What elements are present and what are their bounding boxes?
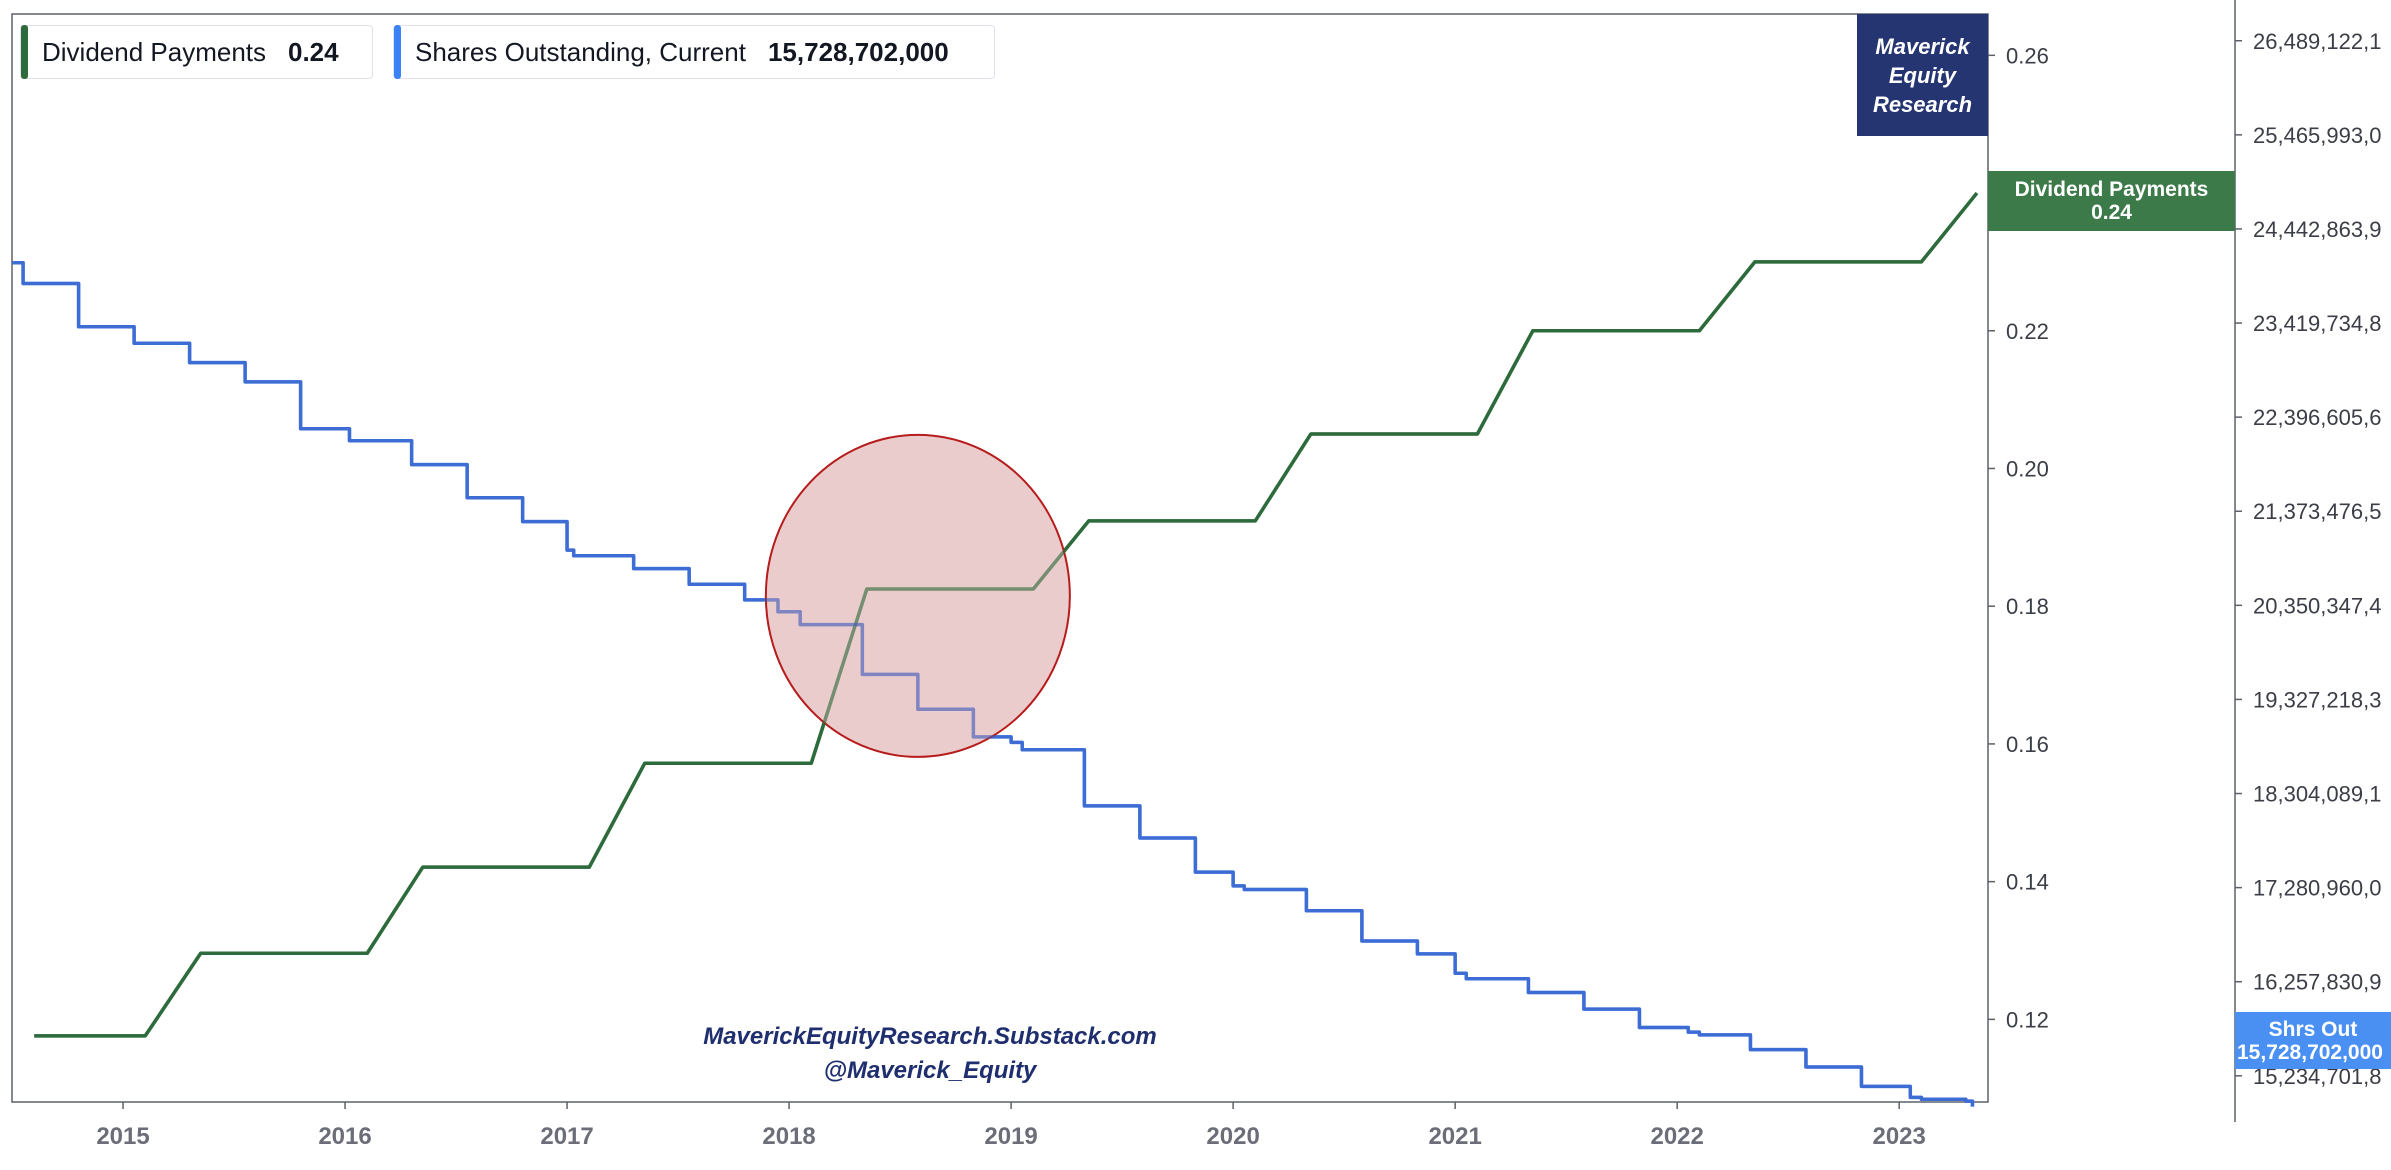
- right-y-axis: 26,489,122,1 25,465,993,0 24,442,863,9 23,4…: [2235, 29, 2381, 1089]
- right-axis-tick-label: 25,465,993,0: [2253, 123, 2381, 148]
- x-axis-tick-label: 2017: [540, 1123, 593, 1150]
- x-axis: 2015 2016 2017 2018 2019 2020 2021 2022 2023: [96, 1102, 1926, 1150]
- x-axis-tick-label: 2023: [1872, 1123, 1925, 1150]
- highlight-circle: [764, 433, 1071, 758]
- tag-label: Dividend Payments: [2014, 178, 2209, 201]
- x-axis-tick-label: 2019: [984, 1123, 1037, 1150]
- x-axis-tick-label: 2020: [1206, 1123, 1259, 1150]
- left-axis-tick-label: 0.26: [2006, 43, 2049, 68]
- brand-line: Maverick: [1875, 33, 1970, 59]
- brand-line: Equity: [1888, 62, 1957, 88]
- x-axis-tick-label: 2016: [318, 1123, 371, 1150]
- legend-item-shares[interactable]: Shares Outstanding, Current 15,728,702,0…: [393, 25, 995, 79]
- tag-value: 0.24: [2091, 201, 2132, 224]
- x-axis-tick-label: 2018: [762, 1123, 815, 1150]
- left-axis-tick-label: 0.20: [2006, 456, 2049, 481]
- legend-item-dividend[interactable]: Dividend Payments 0.24: [20, 25, 373, 79]
- legend-label: Dividend Payments: [42, 36, 266, 67]
- dividend-last-value-tag: Dividend Payments 0.24: [1988, 171, 2235, 231]
- tag-label: Shrs Out: [2268, 1018, 2358, 1041]
- right-axis-tick-label: 19,327,218,3: [2253, 687, 2381, 712]
- plot-border: [11, 13, 1989, 1103]
- right-axis-tick-label: 24,442,863,9: [2253, 217, 2381, 242]
- right-axis-tick-label: 17,280,960,0: [2253, 876, 2381, 901]
- right-axis-tick-label: 20,350,347,4: [2253, 593, 2381, 618]
- legend-value: 0.24: [288, 36, 339, 67]
- highlight-circle-layer: [12, 191, 1979, 1107]
- right-axis-tick-label: 26,489,122,1: [2253, 29, 2381, 54]
- plot-frame: [11, 0, 2236, 1122]
- shares-line-overlay: [12, 261, 1975, 1107]
- left-axis-tick-label: 0.16: [2006, 732, 2049, 757]
- watermark-handle: @Maverick_Equity: [823, 1057, 1037, 1084]
- brand-line: Research: [1872, 91, 1973, 117]
- left-y-axis: 0.26 0.22 0.20 0.18 0.16 0.14 0.12: [1988, 43, 2049, 1032]
- right-axis-tick-label: 18,304,089,1: [2253, 782, 2381, 807]
- left-axis-tick-label: 0.14: [2006, 870, 2049, 895]
- right-axis-tick-label: 22,396,605,6: [2253, 405, 2381, 430]
- legend-label: Shares Outstanding, Current: [415, 36, 746, 67]
- brand-logo: Maverick Equity Research: [1857, 14, 1988, 136]
- x-axis-tick-label: 2022: [1650, 1123, 1703, 1150]
- dividend-line-overlay: [34, 191, 1979, 1038]
- shares-last-value-tag: Shrs Out 15,728,702,000: [2235, 1012, 2391, 1069]
- right-axis-tick-label: 21,373,476,5: [2253, 499, 2381, 524]
- x-axis-tick-label: 2021: [1428, 1123, 1481, 1150]
- left-axis-tick-label: 0.12: [2006, 1007, 2049, 1032]
- tag-value: 15,728,702,000: [2237, 1041, 2383, 1064]
- watermark-url: MaverickEquityResearch.Substack.com: [703, 1023, 1157, 1050]
- legend-color-swatch: [394, 25, 401, 79]
- left-axis-tick-label: 0.22: [2006, 319, 2049, 344]
- left-axis-tick-label: 0.18: [2006, 594, 2049, 619]
- legend-value: 15,728,702,000: [767, 36, 949, 67]
- right-axis-tick-label: 16,257,830,9: [2253, 970, 2381, 995]
- legend-color-swatch: [21, 25, 28, 79]
- x-axis-tick-label: 2015: [96, 1123, 149, 1150]
- right-axis-tick-label: 23,419,734,8: [2253, 311, 2381, 336]
